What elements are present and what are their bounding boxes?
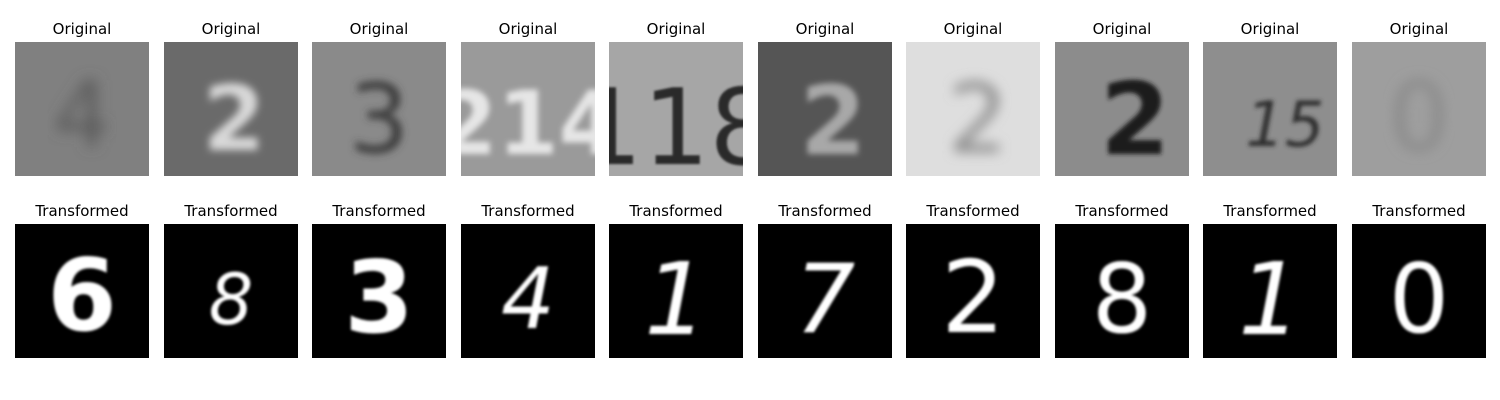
panel-title: Original <box>943 20 1003 38</box>
digit-glyph: 214 <box>461 72 595 175</box>
digit-glyph: 0 <box>1389 63 1449 173</box>
image-background <box>1055 224 1189 358</box>
panel-title: Transformed <box>481 202 575 220</box>
panel-title: Transformed <box>35 202 129 220</box>
digit-glyph: 8 <box>209 259 254 341</box>
digit-glyph: 6 <box>47 237 117 354</box>
image-background <box>15 42 149 176</box>
image-background <box>1352 224 1486 358</box>
image-background <box>1203 224 1337 358</box>
digit-glyph: 2 <box>800 67 866 176</box>
digit-glyph: 2 <box>948 65 1008 175</box>
digit-glyph: 7 <box>795 245 855 355</box>
original-image-7: 2 <box>906 42 1040 176</box>
digit-glyph: 8 <box>1092 245 1152 355</box>
panel-title: Transformed <box>629 202 723 220</box>
panel-title: Original <box>1092 20 1152 38</box>
digit-glyph: 4 <box>53 63 110 168</box>
image-background <box>758 224 892 358</box>
panel-title: Transformed <box>1075 202 1169 220</box>
transformed-image-4: 4 <box>461 224 595 358</box>
panel-title: Transformed <box>926 202 1020 220</box>
image-background <box>1203 42 1337 176</box>
panel-title: Original <box>349 20 409 38</box>
transformed-image-10: 0 <box>1352 224 1486 358</box>
original-image-5: 118 <box>609 42 743 176</box>
panel-title: Original <box>52 20 112 38</box>
digit-glyph: 0 <box>1389 245 1449 355</box>
image-background <box>758 42 892 176</box>
image-background <box>906 224 1040 358</box>
original-image-10: 0 <box>1352 42 1486 176</box>
digit-glyph: 118 <box>609 67 743 176</box>
panel-title: Transformed <box>1223 202 1317 220</box>
digit-glyph: 1 <box>1238 241 1302 358</box>
transformed-image-6: 7 <box>758 224 892 358</box>
original-image-9: 15 <box>1203 42 1337 176</box>
original-image-8: 2 <box>1055 42 1189 176</box>
panel-title: Original <box>1389 20 1449 38</box>
digit-glyph: 2 <box>941 239 1005 356</box>
transformed-image-2: 8 <box>164 224 298 358</box>
original-image-1: 4 <box>15 42 149 176</box>
panel-title: Transformed <box>778 202 872 220</box>
panel-title: Original <box>795 20 855 38</box>
digit-glyph: 2 <box>203 67 266 172</box>
image-background <box>312 224 446 358</box>
image-background <box>461 224 595 358</box>
image-background <box>164 224 298 358</box>
original-image-4: 214 <box>461 42 595 176</box>
panel-title: Transformed <box>332 202 426 220</box>
panel-title: Original <box>498 20 558 38</box>
image-background <box>164 42 298 176</box>
original-image-6: 2 <box>758 42 892 176</box>
image-background <box>461 42 595 176</box>
image-background <box>312 42 446 176</box>
panel-title: Original <box>1240 20 1300 38</box>
image-background <box>1055 42 1189 176</box>
digit-glyph: 3 <box>349 65 409 175</box>
transformed-image-3: 3 <box>312 224 446 358</box>
panel-title: Original <box>201 20 261 38</box>
image-background <box>906 42 1040 176</box>
image-background <box>609 224 743 358</box>
digit-glyph: 3 <box>344 239 414 356</box>
panel-title: Transformed <box>1372 202 1466 220</box>
transformed-image-8: 8 <box>1055 224 1189 358</box>
transformed-image-5: 1 <box>609 224 743 358</box>
image-background <box>15 224 149 358</box>
transformed-image-1: 6 <box>15 224 149 358</box>
panel-title: Transformed <box>184 202 278 220</box>
image-background <box>1352 42 1486 176</box>
original-image-2: 2 <box>164 42 298 176</box>
original-image-3: 3 <box>312 42 446 176</box>
panel-title: Original <box>646 20 706 38</box>
transformed-image-7: 2 <box>906 224 1040 358</box>
digit-glyph: 2 <box>1100 61 1170 176</box>
transformed-image-9: 1 <box>1203 224 1337 358</box>
digit-glyph: 4 <box>501 250 555 349</box>
image-background <box>609 42 743 176</box>
digit-glyph: 15 <box>1246 88 1325 161</box>
digit-glyph: 1 <box>644 241 708 358</box>
